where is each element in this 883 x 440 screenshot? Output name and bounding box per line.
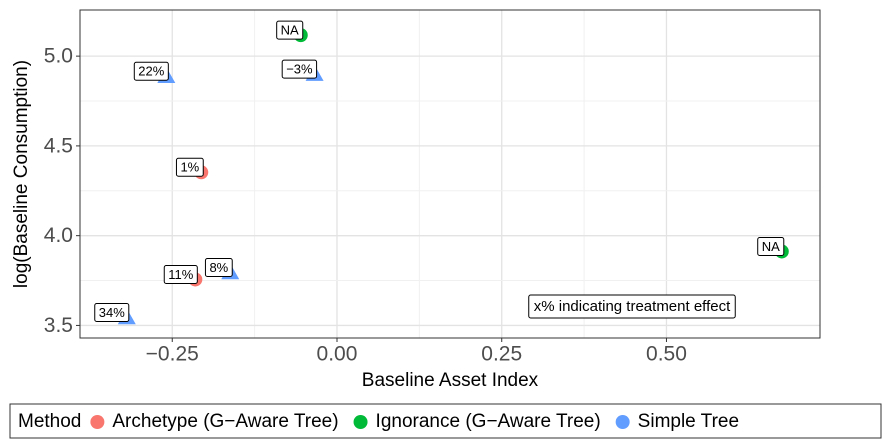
label-box [133, 61, 169, 81]
legend-swatch [90, 415, 105, 429]
y-tick-label: 4.5 [44, 134, 73, 157]
legend-swatch [353, 415, 368, 429]
data-label: NA [757, 236, 785, 256]
x-tick-label: 0.25 [481, 343, 522, 366]
legend-label: Ignorance (G−Aware Tree) [376, 411, 601, 432]
y-axis-title: log(Baseline Consumption) [11, 60, 32, 288]
label-box [94, 303, 130, 323]
annotation-box [528, 294, 736, 319]
data-label: 1% [175, 157, 204, 177]
data-label: 8% [204, 257, 233, 277]
legend-box [9, 403, 882, 439]
annotation: x% indicating treatment effect [528, 294, 736, 319]
y-tick-label: 4.0 [44, 224, 73, 247]
x-tick-label: 0.00 [317, 343, 358, 366]
label-text: NA [762, 239, 780, 254]
label-box [281, 59, 318, 79]
label-box [757, 236, 785, 256]
y-tick-label: 3.5 [44, 314, 73, 337]
label-text: 22% [138, 64, 164, 79]
x-axis-title: Baseline Asset Index [362, 370, 539, 391]
label-box [175, 157, 204, 177]
data-label: 22% [133, 61, 169, 81]
legend-title: Method [18, 411, 81, 432]
data-label: NA [276, 20, 304, 40]
y-tick-label: 5.0 [44, 45, 73, 68]
annotation-text: x% indicating treatment effect [534, 298, 731, 315]
label-box [276, 20, 304, 40]
label-text: 8% [209, 260, 228, 275]
label-box [204, 257, 233, 277]
label-text: 1% [180, 160, 199, 175]
legend-label: Simple Tree [638, 411, 739, 432]
legend-swatch [615, 415, 630, 429]
x-tick-label: −0.25 [146, 343, 199, 366]
plot-border [79, 9, 821, 339]
label-text: NA [281, 23, 299, 38]
label-text: 11% [168, 267, 193, 282]
label-box [163, 264, 198, 284]
x-tick-label: 0.50 [646, 343, 687, 366]
label-text: −3% [286, 62, 313, 77]
data-label: −3% [281, 59, 318, 79]
legend-label: Archetype (G−Aware Tree) [112, 411, 338, 432]
data-label: 11% [163, 264, 198, 284]
label-text: 34% [99, 305, 125, 320]
data-label: 34% [94, 303, 130, 323]
